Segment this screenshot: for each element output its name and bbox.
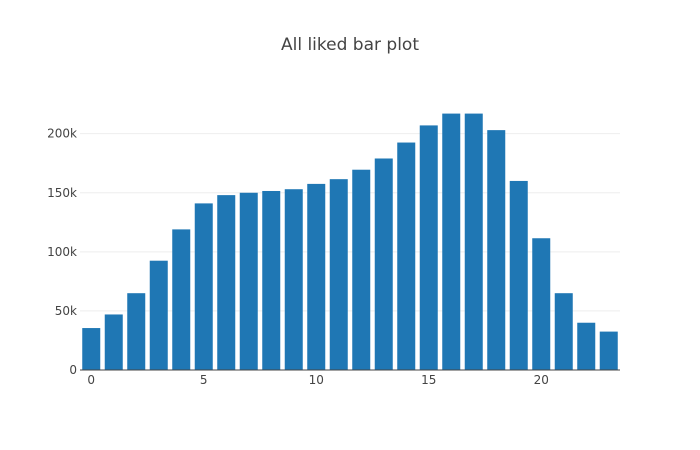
y-tick-label-0: 0 xyxy=(69,363,77,377)
bar-3 xyxy=(149,260,168,370)
bar-11 xyxy=(329,179,348,370)
bar-16 xyxy=(442,113,461,370)
bar-19 xyxy=(509,180,528,370)
bar-10 xyxy=(307,183,326,370)
x-tick-label-4: 20 xyxy=(534,373,549,387)
y-axis-ticks: 0 50k 100k 150k 200k xyxy=(47,127,77,377)
bar-2 xyxy=(127,293,146,370)
bar-4 xyxy=(172,229,191,370)
chart-title: All liked bar plot xyxy=(281,35,419,55)
x-tick-label-1: 5 xyxy=(200,373,208,387)
y-tick-label-3: 150k xyxy=(47,186,77,200)
bar-0 xyxy=(82,328,101,370)
bar-17 xyxy=(464,113,483,370)
bar-7 xyxy=(239,192,258,370)
bar-15 xyxy=(419,125,438,370)
bar-23 xyxy=(599,331,618,370)
bar-9 xyxy=(284,189,303,370)
bar-8 xyxy=(262,190,281,370)
bar-20 xyxy=(532,238,551,370)
bar-21 xyxy=(554,293,573,370)
bar-22 xyxy=(577,322,596,370)
bar-6 xyxy=(217,195,236,370)
y-tick-label-1: 50k xyxy=(55,304,77,318)
bar-18 xyxy=(487,130,506,370)
y-gridlines xyxy=(80,133,620,312)
bars xyxy=(82,113,618,370)
y-tick-label-4: 200k xyxy=(47,127,77,141)
bar-14 xyxy=(397,142,416,370)
x-tick-label-0: 0 xyxy=(87,373,95,387)
x-tick-label-2: 10 xyxy=(309,373,324,387)
bar-12 xyxy=(352,169,371,370)
bar-13 xyxy=(374,158,393,370)
y-tick-label-2: 100k xyxy=(47,245,77,259)
bar-5 xyxy=(194,203,213,370)
x-tick-label-3: 15 xyxy=(421,373,436,387)
bar-1 xyxy=(104,314,123,370)
x-axis-ticks: 0 5 10 15 20 xyxy=(87,373,548,387)
